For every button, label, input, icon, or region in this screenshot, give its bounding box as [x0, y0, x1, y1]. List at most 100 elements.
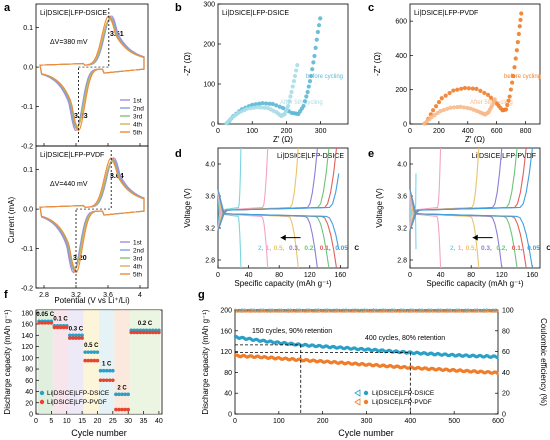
x-tick-label: 0: [216, 272, 220, 279]
panel-g-annotation-150: 150 cycles, 90% retention: [252, 328, 332, 335]
y-tick-label: 200: [203, 42, 215, 49]
after-point: [448, 105, 453, 110]
panel-g-legend-marker-pvdf: [363, 399, 369, 405]
cv-curve-4th: [39, 18, 145, 127]
rate-annotation: 0.5 C: [84, 343, 99, 349]
x-tick-label: 400: [404, 418, 416, 425]
panel-b-frame: [217, 3, 349, 125]
discharge-curve-0.1: [409, 189, 527, 269]
y2-tick-label: 80: [502, 328, 510, 335]
pvdf-point: [68, 336, 72, 340]
panel-b-after-label: After 5th cycling: [280, 100, 323, 106]
pvdf-ce-point: [297, 309, 301, 313]
pvdf-point: [46, 321, 51, 325]
rate-annotation: 0.05 C: [36, 312, 54, 318]
before-point: [439, 96, 444, 101]
rate-label-0.5: 0.5,: [466, 245, 477, 252]
before-point: [517, 24, 522, 29]
pvdf-point: [61, 325, 66, 330]
y-tick-label: 20: [25, 400, 33, 407]
panel-d-plot: 0 40 80 120 160 2.8 3.2 3.6 4.0 2, 1, 0.5, 0.3, 0.2, 0…: [205, 147, 359, 279]
pvdf-ce-point: [466, 309, 470, 313]
after-point: [441, 107, 446, 113]
x-tick-label: 2.8: [39, 292, 49, 299]
pvdf-point: [123, 407, 127, 412]
before-point: [306, 84, 311, 89]
pvdf-point: [144, 330, 149, 335]
rate-label-0.3: 0.3,: [289, 245, 300, 252]
charge-curve-0.2: [217, 147, 330, 231]
panel-e: e Li|DSICE|LFP-PVDF Voltage (V) Specific…: [368, 147, 550, 288]
before-point: [505, 102, 510, 108]
pvdf-ce-point: [391, 309, 395, 313]
y-tick-label: 0: [403, 122, 407, 129]
rate-label-0.05: 0.05: [335, 245, 348, 252]
charge-curve-0.5: [217, 147, 299, 231]
y-tick-label: 0: [228, 412, 232, 419]
x-tick-label: 600: [492, 418, 504, 425]
y-tick-label: 160: [220, 328, 232, 335]
dsice-point: [126, 392, 130, 397]
pvdf-ce-point: [345, 309, 349, 313]
pvdf-ce-point: [251, 309, 254, 313]
x-tick-label: 4: [138, 292, 142, 299]
panel-e-xlabel: Specific capacity (mAh g⁻¹): [426, 279, 523, 288]
dsice-ce-point: [265, 308, 269, 312]
y-tick-label: 3.2: [397, 226, 407, 233]
panel-label-f: f: [4, 289, 8, 301]
cv-curve-5th: [39, 15, 145, 132]
x-tick-label: 0: [233, 418, 237, 425]
panel-c-before-label: before cycling: [504, 74, 541, 80]
pvdf-ce-point: [399, 309, 403, 313]
pvdf-point: [107, 378, 112, 383]
before-point: [516, 31, 521, 37]
charge-curve-0.05: [217, 173, 340, 231]
y-tick-label: 2.8: [205, 258, 215, 265]
pvdf-ce-point: [306, 309, 310, 313]
dsice-point: [80, 333, 84, 338]
y-tick-label: 80: [25, 367, 33, 374]
after-point: [438, 109, 443, 114]
pvdf-ce-point: [411, 309, 415, 313]
cv-curve-3rd: [39, 159, 145, 271]
x-tick-label: 80: [467, 272, 475, 279]
pvdf-point: [154, 330, 158, 335]
y2-tick-label: 20: [502, 391, 510, 398]
before-point: [506, 98, 511, 103]
panel-a-bottom-dv: ΔV=440 mV: [50, 181, 88, 188]
pvdf-ce-point: [344, 309, 348, 313]
after-point: [294, 68, 299, 73]
legend-label-1st: 1st: [133, 98, 142, 105]
charge-curve-0.1: [217, 147, 338, 231]
x-tick-label: 35: [140, 418, 148, 425]
discharge-curve-0.3: [409, 189, 503, 269]
before-point: [267, 101, 272, 106]
pvdf-ce-point: [289, 309, 293, 313]
pvdf-ce-point: [278, 309, 282, 313]
pvdf-point: [104, 378, 109, 383]
before-point: [315, 29, 320, 35]
rate-band: [129, 310, 161, 414]
pvdf-point: [58, 325, 63, 330]
rate-label-0.5: 0.5,: [274, 245, 285, 252]
y-tick-label: 100: [21, 355, 33, 362]
panel-g-legend-marker-dsice: [363, 390, 369, 396]
panel-g: g Discharge capacity (mAh g⁻¹) Coulombic…: [198, 289, 548, 438]
pvdf-ce-point: [252, 309, 256, 313]
pvdf-point: [98, 378, 103, 383]
pvdf-ce-point: [270, 309, 274, 313]
x-tick-label: 0: [34, 418, 38, 425]
legend-label-4th: 4th: [133, 264, 142, 271]
before-point: [263, 101, 269, 106]
x-tick-label: 0: [408, 128, 412, 135]
panel-d: d Li|DSICE|LFP-DSICE Voltage (V) Specifi…: [175, 147, 359, 288]
before-point: [511, 73, 516, 79]
after-point: [292, 73, 298, 79]
y-tick-label: 0.1: [23, 167, 33, 174]
y-tick-label: 160: [21, 322, 33, 329]
y2-tick-label: 40: [502, 370, 510, 377]
dsice-ce-point: [293, 308, 297, 312]
panel-a-bottom-title: Li|DSICE|LFP-PVDF: [40, 152, 104, 159]
x-tick-label: 600: [491, 128, 503, 135]
